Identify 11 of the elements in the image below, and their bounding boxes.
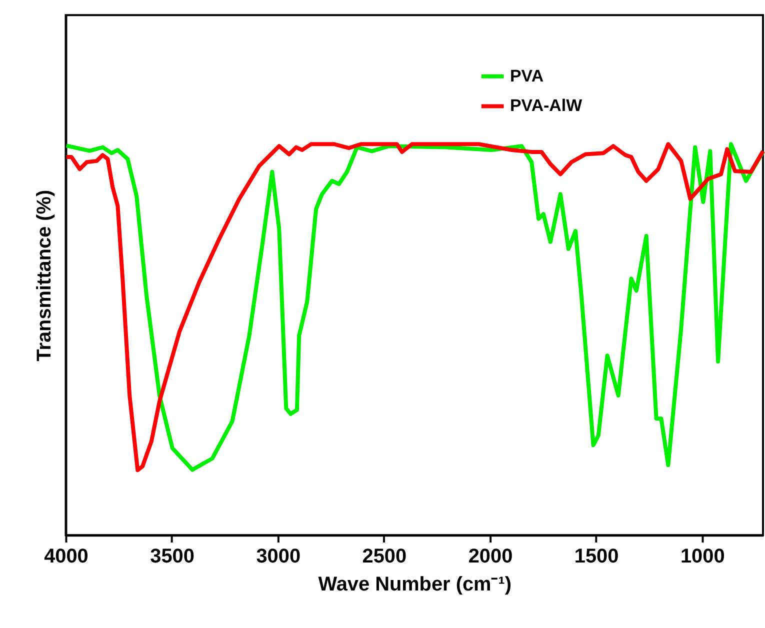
x-tick-label: 3500 xyxy=(150,545,194,568)
x-tick-label: 1000 xyxy=(680,545,725,568)
legend-label: PVA xyxy=(510,66,544,86)
x-tick-label: 4000 xyxy=(44,545,88,568)
y-axis-title: Transmittance (%) xyxy=(33,190,56,362)
x-tick-label: 2000 xyxy=(468,545,513,568)
x-tick-label: 1500 xyxy=(574,545,619,568)
x-tick-label: 3000 xyxy=(256,545,301,568)
x-axis-title: Wave Number (cm⁻¹) xyxy=(318,573,512,596)
x-tick-label: 2500 xyxy=(362,545,407,568)
legend-label: PVA-AlW xyxy=(510,96,582,116)
